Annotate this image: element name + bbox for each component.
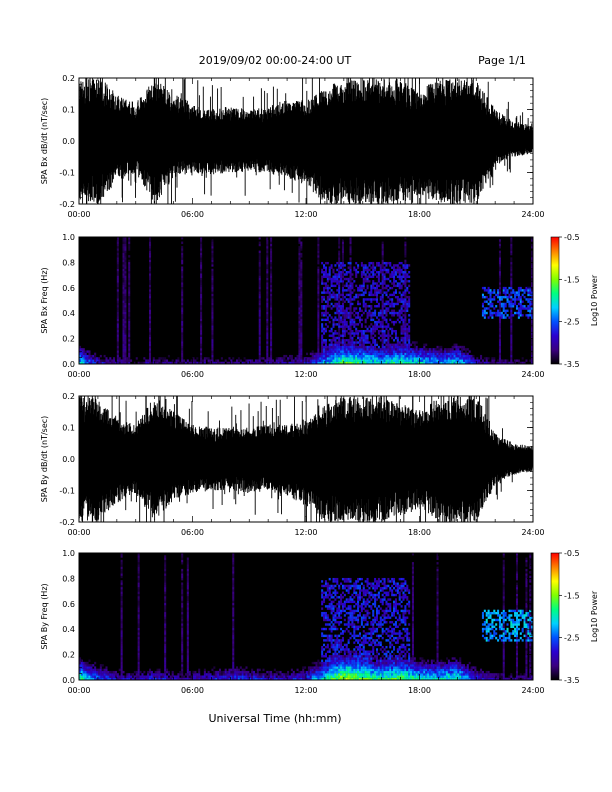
y-tick-label: -0.1 <box>59 487 75 496</box>
y-tick-label: 1.0 <box>62 549 75 558</box>
x-axis-title: Universal Time (hh:mm) <box>209 712 342 725</box>
x-tick-label: 24:00 <box>521 370 544 379</box>
y-tick-label: 0.8 <box>62 258 75 267</box>
spectrogram-image <box>79 553 534 681</box>
y-tick-label: 0.0 <box>62 455 75 464</box>
colorbar-tick-label: -1.5 <box>564 591 580 600</box>
bx-spectrogram-panel: 0.0 0.2 0.4 0.6 0.8 1.0 00:00 06:00 12:00 18:00 24… <box>40 233 599 379</box>
y-tick-label: 0.2 <box>62 74 75 83</box>
y-tick-label: 0.1 <box>62 106 75 115</box>
colorbar-tick-label: -1.5 <box>564 275 580 284</box>
x-tick-label: 18:00 <box>408 370 431 379</box>
x-tick-label: 00:00 <box>67 528 90 537</box>
y-tick-label: 0.8 <box>62 574 75 583</box>
y-tick-label: 0.0 <box>62 676 75 685</box>
y-tick-label: -0.2 <box>59 200 75 209</box>
y-tick-label: -0.2 <box>59 518 75 527</box>
x-tick-label: 00:00 <box>67 686 90 695</box>
colorbar-tick-label: -3.5 <box>564 360 580 369</box>
y-axis-label: SPA By dB/dt (nT/sec) <box>40 416 49 503</box>
y-tick-label: 0.0 <box>62 137 75 146</box>
x-tick-label: 00:00 <box>67 370 90 379</box>
page-number: Page 1/1 <box>478 54 526 67</box>
y-tick-label: 0.1 <box>62 424 75 433</box>
colorbar-tick-label: -3.5 <box>564 676 580 685</box>
x-tick-label: 18:00 <box>408 686 431 695</box>
colorbar-label: Log10 Power <box>590 274 599 326</box>
x-tick-label: 18:00 <box>408 528 431 537</box>
y-axis-label: SPA By Freq (Hz) <box>40 583 49 649</box>
colorbar-tick-label: -2.5 <box>564 634 580 643</box>
page-title: 2019/09/02 00:00-24:00 UT <box>199 54 352 67</box>
x-tick-label: 24:00 <box>521 528 544 537</box>
x-tick-label: 24:00 <box>521 210 544 219</box>
by-waveform-panel: -0.2 -0.1 0.0 0.1 0.2 00:00 06:00 12:00 18:00 24:… <box>40 392 545 537</box>
y-axis-label: SPA Bx Freq (Hz) <box>40 267 49 333</box>
y-tick-label: 1.0 <box>62 233 75 242</box>
y-tick-label: 0.4 <box>62 625 75 634</box>
y-tick-label: -0.1 <box>59 169 75 178</box>
x-tick-label: 06:00 <box>181 210 204 219</box>
x-tick-label: 18:00 <box>408 210 431 219</box>
spectrogram-background <box>79 553 533 680</box>
y-axis-label: SPA Bx dB/dt (nT/sec) <box>40 98 49 185</box>
colorbar-tick-label: -2.5 <box>564 318 580 327</box>
y-tick-label: 0.2 <box>62 651 75 660</box>
colorbar-tick-label: -0.5 <box>564 233 580 242</box>
y-tick-label: 0.2 <box>62 392 75 401</box>
colorbar <box>550 552 560 681</box>
plot-frame <box>78 395 534 523</box>
dbdt-trace <box>78 78 534 204</box>
x-tick-label: 06:00 <box>181 686 204 695</box>
y-tick-label: 0.4 <box>62 309 75 318</box>
x-tick-label: 24:00 <box>521 686 544 695</box>
spectrogram-background <box>79 237 533 364</box>
spectrogram-image <box>79 237 534 365</box>
y-tick-label: 0.6 <box>62 600 75 609</box>
y-tick-label: 0.0 <box>62 360 75 369</box>
colorbar-tick-label: -0.5 <box>564 549 580 558</box>
plot-frame <box>78 77 534 205</box>
bx-waveform-panel: -0.2 -0.1 0.0 0.1 0.2 00:00 06:00 12:00 18:00 24:… <box>40 74 545 219</box>
x-tick-label: 12:00 <box>294 210 317 219</box>
x-tick-label: 00:00 <box>67 210 90 219</box>
x-tick-label: 06:00 <box>181 528 204 537</box>
by-spectrogram-panel: 0.0 0.2 0.4 0.6 0.8 1.0 00:00 06:00 12:00 18:00 24… <box>40 549 599 695</box>
x-tick-label: 12:00 <box>294 686 317 695</box>
colorbar-label: Log10 Power <box>590 590 599 642</box>
dbdt-trace <box>78 396 534 522</box>
y-tick-label: 0.6 <box>62 284 75 293</box>
x-tick-label: 12:00 <box>294 528 317 537</box>
colorbar <box>550 236 560 365</box>
y-tick-label: 0.2 <box>62 335 75 344</box>
x-tick-label: 06:00 <box>181 370 204 379</box>
x-tick-label: 12:00 <box>294 370 317 379</box>
